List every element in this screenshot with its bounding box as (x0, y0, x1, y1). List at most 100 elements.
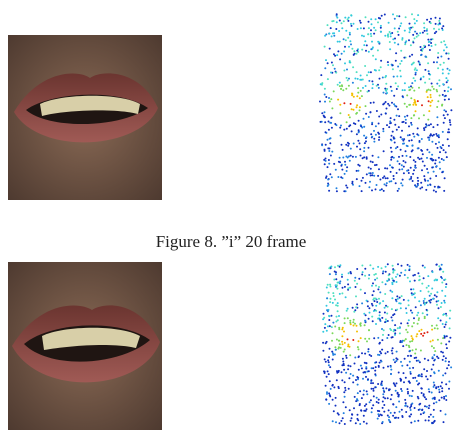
cloud-point (324, 358, 326, 360)
cloud-point (368, 278, 370, 280)
cloud-point (411, 13, 413, 15)
cloud-point (328, 148, 330, 150)
cloud-point (420, 333, 422, 335)
cloud-point (350, 103, 352, 105)
cloud-point (377, 41, 379, 43)
cloud-point (410, 117, 412, 119)
cloud-point (338, 414, 340, 416)
cloud-point (423, 129, 425, 131)
cloud-point (446, 52, 448, 54)
cloud-point (429, 295, 431, 297)
cloud-point (361, 180, 363, 182)
cloud-point (394, 269, 396, 271)
cloud-point (437, 317, 439, 319)
cloud-point (443, 49, 445, 51)
cloud-point (434, 294, 436, 296)
cloud-point (359, 165, 361, 167)
cloud-point (375, 70, 377, 72)
cloud-point (362, 271, 364, 273)
cloud-point (390, 180, 392, 182)
cloud-point (427, 137, 429, 139)
cloud-point (432, 416, 434, 418)
cloud-point (422, 312, 424, 314)
cloud-point (376, 164, 378, 166)
cloud-point (347, 18, 349, 20)
cloud-point (364, 292, 366, 294)
cloud-point (380, 114, 382, 116)
cloud-point (390, 33, 392, 35)
cloud-point (370, 33, 372, 35)
cloud-point (327, 284, 329, 286)
cloud-point (347, 283, 349, 285)
cloud-point (364, 405, 366, 407)
cloud-point (344, 161, 346, 163)
cloud-point (409, 350, 411, 352)
cloud-point (403, 166, 405, 168)
cloud-point (386, 182, 388, 184)
cloud-point (328, 97, 330, 99)
cloud-point (368, 318, 370, 320)
cloud-point (373, 297, 375, 299)
cloud-point (430, 39, 432, 41)
cloud-point (337, 99, 339, 101)
cloud-point (387, 36, 389, 38)
cloud-point (347, 287, 349, 289)
cloud-point (434, 327, 436, 329)
cloud-point (417, 384, 419, 386)
cloud-point (324, 323, 326, 325)
cloud-point (345, 30, 347, 32)
cloud-point (413, 169, 415, 171)
cloud-point (445, 321, 447, 323)
cloud-point (337, 302, 339, 304)
cloud-point (426, 287, 428, 289)
cloud-point (442, 25, 444, 27)
cloud-point (345, 389, 347, 391)
cloud-point (445, 77, 447, 79)
cloud-point (344, 387, 346, 389)
cloud-point (342, 361, 344, 363)
cloud-point (428, 110, 430, 112)
cloud-point (387, 306, 389, 308)
cloud-point (442, 352, 444, 354)
cloud-point (391, 316, 393, 318)
cloud-point (357, 92, 359, 94)
cloud-point (430, 18, 432, 20)
cloud-point (405, 16, 407, 18)
cloud-point (328, 292, 330, 294)
cloud-point (372, 294, 374, 296)
cloud-point (359, 185, 361, 187)
cloud-point (448, 145, 450, 147)
cloud-point (392, 403, 394, 405)
cloud-point (439, 151, 441, 153)
cloud-point (427, 359, 429, 361)
cloud-point (335, 421, 337, 423)
cloud-point (435, 175, 437, 177)
cloud-point (404, 274, 406, 276)
cloud-point (414, 67, 416, 69)
cloud-point (352, 339, 354, 341)
cloud-point (417, 420, 419, 422)
cloud-point (349, 409, 351, 411)
cloud-point (445, 286, 447, 288)
cloud-point (441, 171, 443, 173)
cloud-point (441, 382, 443, 384)
cloud-point (430, 133, 432, 135)
cloud-point (402, 155, 404, 157)
cloud-point (390, 157, 392, 159)
cloud-point (444, 326, 446, 328)
cloud-point (399, 378, 401, 380)
cloud-point (368, 370, 370, 372)
cloud-point (433, 354, 435, 356)
cloud-point (417, 312, 419, 314)
cloud-point (386, 168, 388, 170)
cloud-point (423, 332, 425, 334)
cloud-point (379, 291, 381, 293)
cloud-point (378, 123, 380, 125)
cloud-point (349, 124, 351, 126)
cloud-point (400, 182, 402, 184)
cloud-point (386, 337, 388, 339)
cloud-point (417, 177, 419, 179)
cloud-point (339, 280, 341, 282)
cloud-point (337, 319, 339, 321)
cloud-point (330, 72, 332, 74)
